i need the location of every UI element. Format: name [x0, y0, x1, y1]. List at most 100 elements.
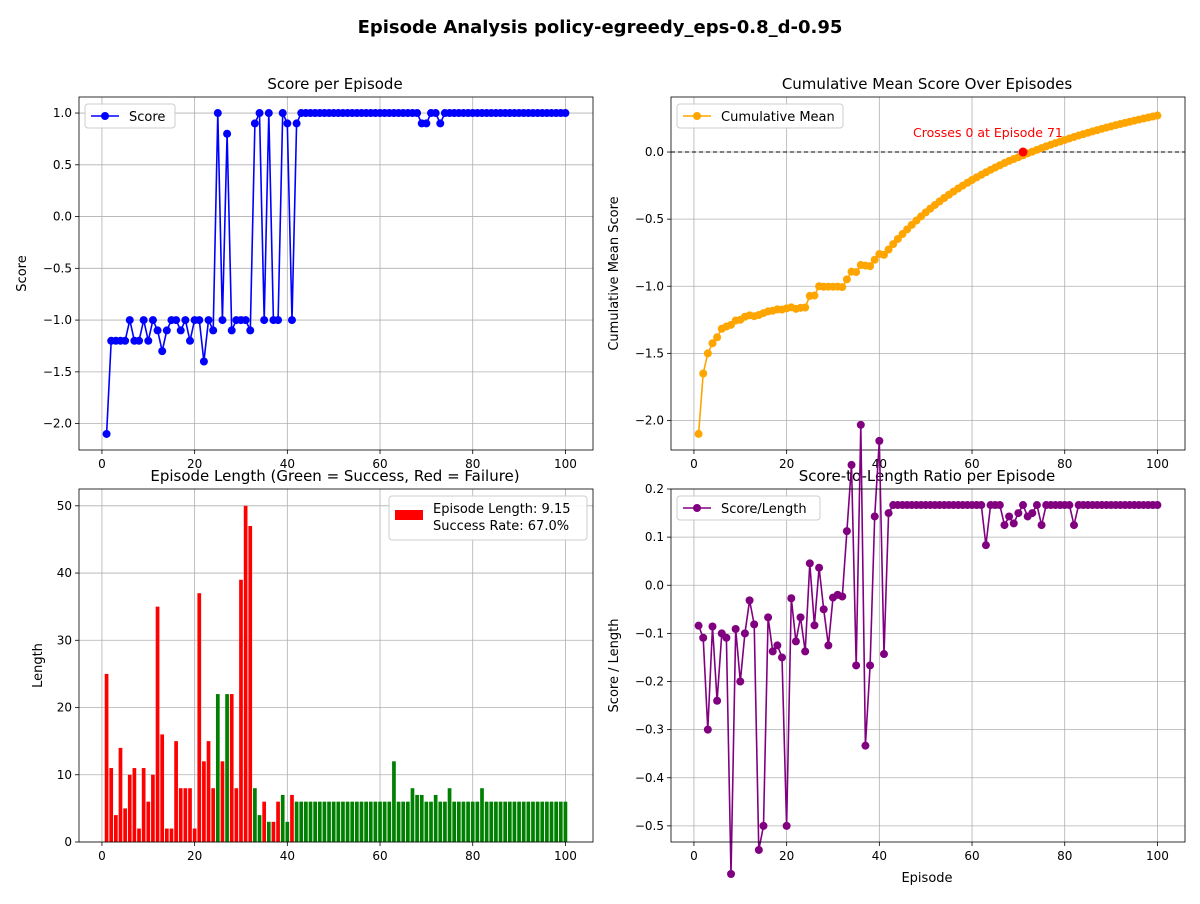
length-bar — [271, 821, 276, 842]
length-bar — [234, 788, 239, 842]
axes-frame — [78, 96, 594, 451]
data-point — [153, 326, 162, 335]
x-tick-label: 0 — [690, 849, 698, 863]
length-bar — [220, 761, 225, 842]
ratio-chart-xlabel: Episode — [901, 871, 952, 886]
y-tick-label: −0.5 — [43, 261, 72, 275]
length-bar — [262, 801, 267, 842]
length-bar — [113, 815, 118, 842]
score-length-ratio-chart: Score-to-Length Ratio per Episode Score … — [607, 420, 1186, 886]
ratio-chart-ylabel: Score / Length — [607, 619, 622, 713]
length-chart-title: Episode Length (Green = Success, Red = F… — [150, 467, 519, 485]
length-bar — [443, 801, 447, 842]
y-tick-label: 20 — [57, 701, 72, 715]
data-point — [283, 119, 292, 128]
length-bar — [192, 828, 197, 842]
crossing-point — [1018, 147, 1028, 157]
data-point — [436, 119, 445, 128]
length-bar — [266, 821, 271, 842]
length-bar — [359, 801, 364, 842]
y-tick-label: 0.2 — [645, 482, 664, 496]
data-point — [102, 429, 111, 438]
data-point — [199, 357, 208, 366]
length-bar — [160, 734, 165, 842]
data-point — [694, 621, 703, 630]
length-bar — [470, 801, 475, 842]
length-bar — [549, 801, 554, 842]
axes-frame — [670, 488, 1186, 843]
data-point — [278, 109, 287, 118]
length-bar — [355, 801, 359, 842]
length-bar — [364, 801, 368, 842]
length-bar — [229, 694, 234, 842]
length-bar — [109, 768, 114, 842]
length-bar — [350, 801, 355, 842]
x-tick-label: 20 — [779, 457, 794, 471]
length-bar — [299, 801, 304, 842]
length-bar — [104, 673, 109, 842]
length-bar — [447, 788, 452, 842]
data-point — [801, 303, 810, 312]
data-point — [870, 255, 879, 264]
data-point — [422, 119, 431, 128]
data-point — [810, 621, 819, 630]
data-point — [255, 109, 264, 118]
data-point — [1028, 509, 1037, 518]
data-point — [879, 250, 888, 259]
data-point — [1065, 501, 1074, 510]
length-bar — [178, 788, 183, 842]
x-tick-label: 40 — [280, 849, 295, 863]
data-point — [699, 633, 708, 642]
data-point — [708, 339, 717, 348]
figure-title: Episode Analysis policy-egreedy_eps-0.8_… — [358, 17, 843, 38]
length-bar — [257, 815, 262, 842]
length-bar — [563, 801, 568, 842]
length-bar — [535, 801, 540, 842]
data-point — [121, 336, 130, 345]
data-point — [172, 316, 181, 325]
x-tick-label: 60 — [372, 849, 387, 863]
data-point — [158, 347, 167, 356]
x-tick-label: 100 — [1146, 849, 1169, 863]
data-point — [875, 436, 884, 445]
legend-label: Score — [129, 110, 165, 125]
legend-box — [676, 103, 844, 129]
y-tick-label: −0.5 — [635, 212, 664, 226]
data-point — [852, 268, 861, 277]
y-tick-label: −2.0 — [43, 417, 72, 431]
data-point — [1014, 509, 1023, 518]
length-bar — [498, 801, 503, 842]
length-bar — [174, 741, 178, 842]
data-point — [866, 661, 875, 670]
data-point — [759, 821, 768, 830]
length-bar — [127, 774, 132, 842]
data-point — [139, 316, 148, 325]
data-point — [1000, 521, 1009, 530]
y-tick-label: −1.0 — [635, 279, 664, 293]
length-bar — [253, 788, 257, 842]
data-point — [838, 592, 847, 601]
y-tick-label: 0.1 — [645, 530, 664, 544]
data-point — [778, 653, 787, 662]
data-point — [292, 119, 301, 128]
length-bar — [327, 801, 331, 842]
length-bar — [540, 801, 545, 842]
length-bar — [132, 768, 137, 842]
length-bar — [341, 801, 345, 842]
data-point — [810, 291, 819, 300]
length-bar — [419, 794, 424, 842]
y-tick-label: 40 — [57, 566, 72, 580]
data-point — [135, 336, 144, 345]
length-bar — [378, 801, 382, 842]
length-bar — [183, 788, 188, 842]
y-tick-label: −0.4 — [635, 771, 664, 785]
data-point — [977, 501, 986, 510]
data-point — [1153, 111, 1162, 120]
data-point — [213, 109, 222, 118]
data-point — [1069, 521, 1078, 530]
data-point — [250, 119, 259, 128]
length-bar — [373, 801, 378, 842]
x-tick-label: 60 — [964, 849, 979, 863]
length-bar — [392, 761, 396, 842]
